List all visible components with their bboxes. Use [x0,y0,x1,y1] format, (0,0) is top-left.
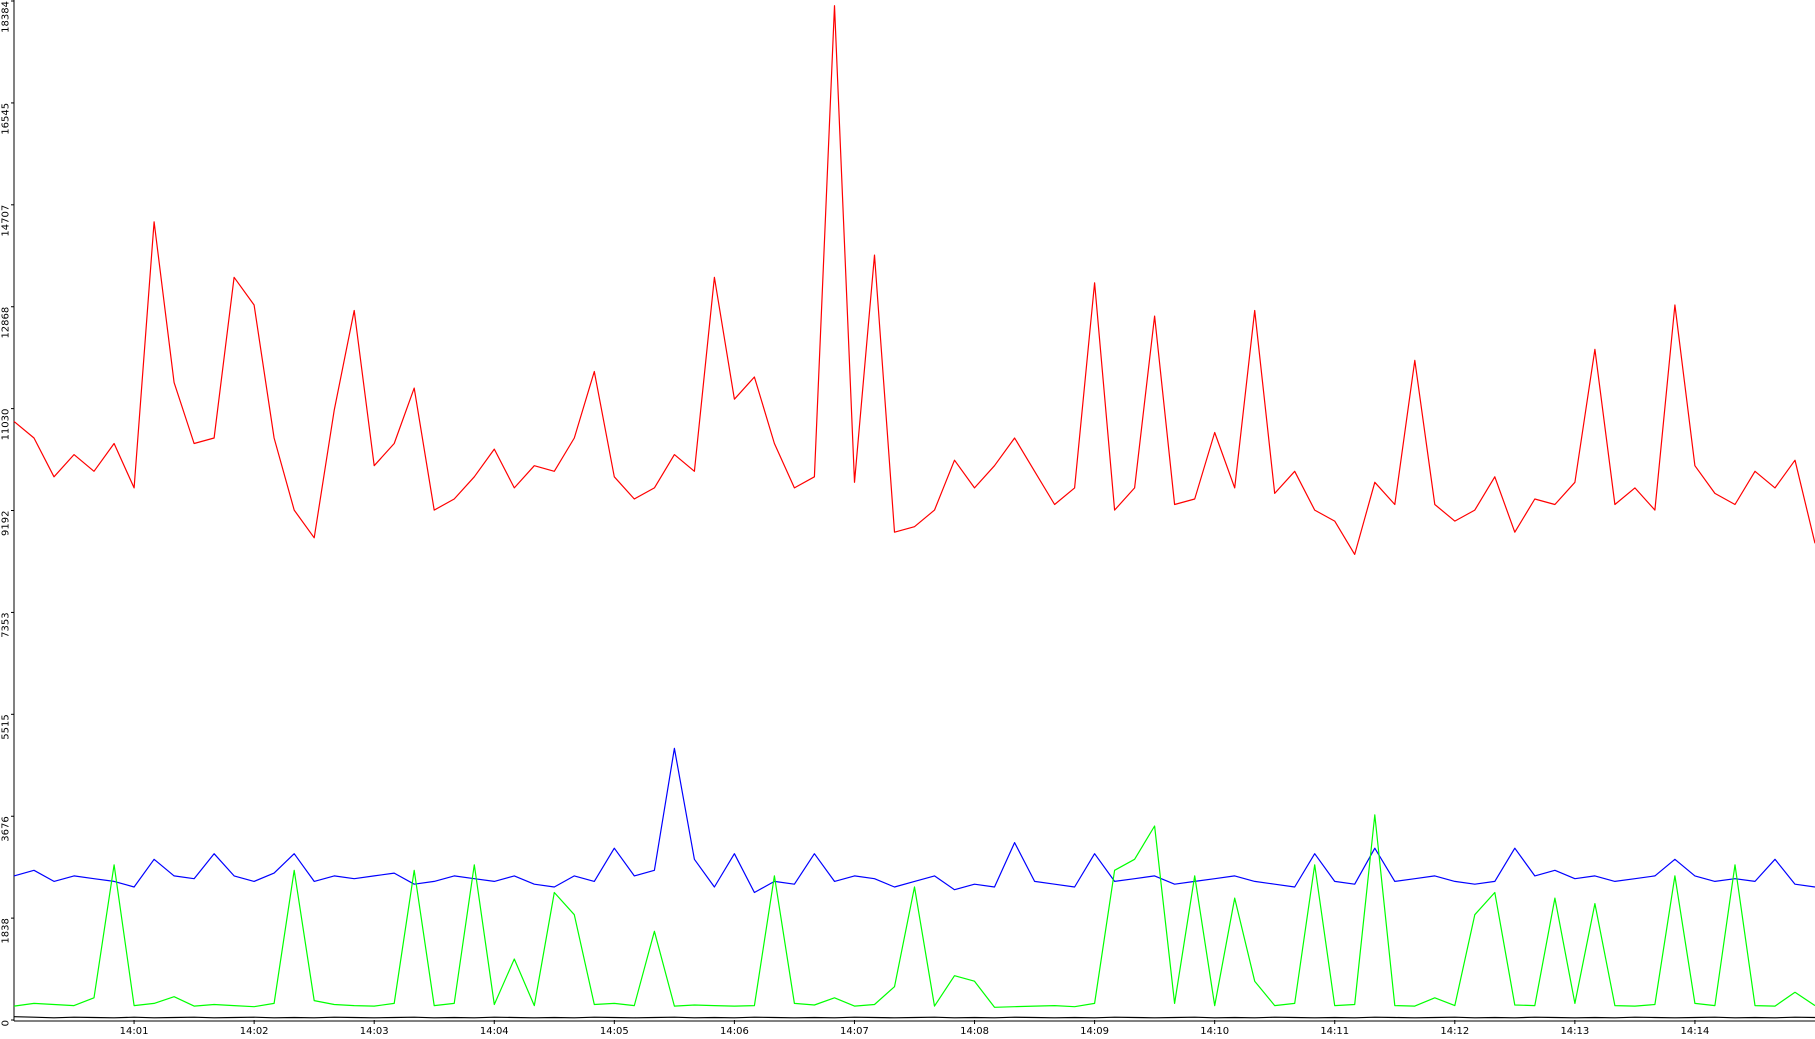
y-tick-label: 5515 [0,714,11,739]
y-tick-label: 12868 [0,307,11,339]
x-tick-label: 14:02 [240,1026,269,1037]
y-tick-label: 3676 [0,816,11,841]
x-tick-label: 14:09 [1080,1026,1109,1037]
y-tick-label: 0 [0,1020,11,1026]
x-tick-label: 14:07 [840,1026,869,1037]
y-tick-label: 14707 [0,205,11,237]
x-tick-label: 14:08 [960,1026,989,1037]
x-tick-label: 14:04 [480,1026,509,1037]
y-tick-label: 16545 [0,103,11,135]
series-line [13,5,1815,556]
x-tick-label: 14:01 [120,1026,149,1037]
x-tick-label: 14:10 [1200,1026,1229,1037]
y-tick-label: 11030 [0,409,11,441]
x-tick-label: 14:14 [1681,1026,1710,1037]
x-tick-label: 14:12 [1440,1026,1469,1037]
y-tick-label: 18384 [0,1,11,33]
series-line [13,1016,1815,1019]
y-tick-label: 7353 [0,612,11,637]
x-tick-label: 14:05 [600,1026,629,1037]
x-tick-label: 14:06 [720,1026,749,1037]
y-tick-label: 1838 [0,918,11,943]
x-tick-label: 14:03 [360,1026,389,1037]
series-line [13,747,1815,894]
x-tick-label: 14:11 [1320,1026,1349,1037]
series-line [13,814,1815,1008]
y-tick-label: 9192 [0,511,11,536]
x-tick-label: 14:13 [1560,1026,1589,1037]
